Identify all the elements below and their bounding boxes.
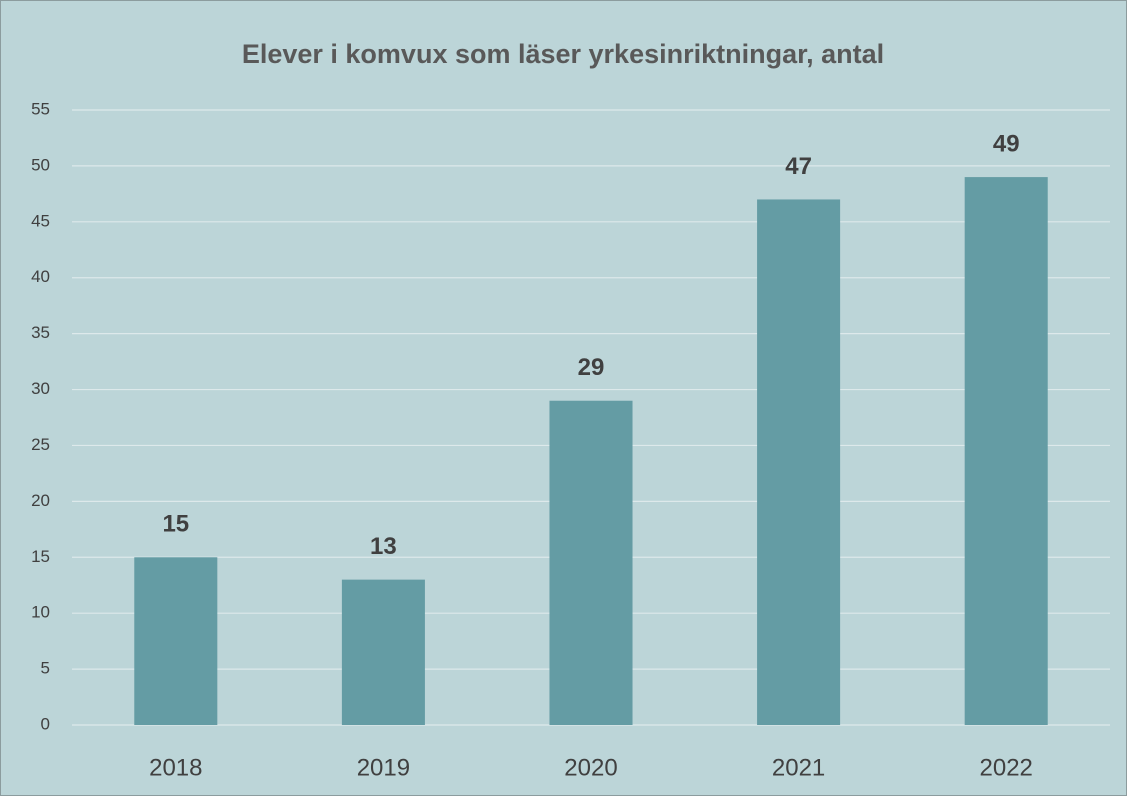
y-tick-label: 10 — [31, 603, 50, 622]
data-label: 47 — [785, 153, 812, 180]
bar — [757, 199, 841, 726]
x-tick-label: 2018 — [149, 754, 202, 781]
y-tick-label: 15 — [31, 547, 50, 566]
bar — [964, 177, 1048, 725]
y-tick-label: 0 — [41, 714, 50, 733]
y-tick-label: 50 — [31, 155, 50, 174]
data-label: 29 — [578, 354, 605, 381]
y-tick-label: 40 — [31, 267, 50, 286]
y-tick-label: 5 — [41, 659, 50, 678]
bar — [134, 557, 218, 725]
y-tick-label: 25 — [31, 435, 50, 454]
chart-title: Elever i komvux som läser yrkesinriktnin… — [242, 39, 884, 69]
data-label: 13 — [370, 533, 397, 560]
x-tick-label: 2021 — [772, 754, 825, 781]
bar — [549, 400, 633, 725]
y-tick-label: 55 — [31, 99, 50, 118]
y-tick-label: 30 — [31, 379, 50, 398]
x-tick-label: 2020 — [564, 754, 617, 781]
data-label: 15 — [162, 511, 189, 538]
y-tick-label: 45 — [31, 211, 50, 230]
x-tick-label: 2019 — [357, 754, 410, 781]
bar — [341, 579, 425, 725]
y-tick-label: 20 — [31, 491, 50, 510]
x-tick-label: 2022 — [980, 754, 1033, 781]
data-label: 49 — [993, 130, 1020, 157]
y-tick-label: 35 — [31, 323, 50, 342]
